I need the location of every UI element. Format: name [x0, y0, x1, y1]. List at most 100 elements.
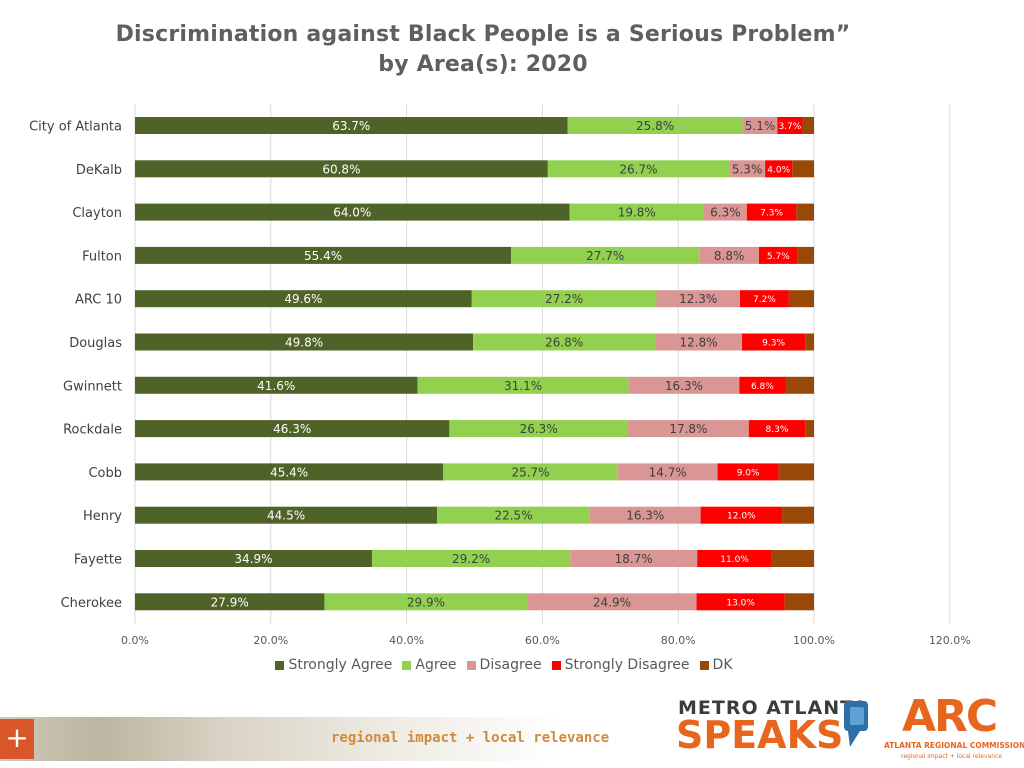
speech-bubble-icon — [844, 701, 868, 747]
data-label: 41.6% — [257, 379, 295, 393]
footer-photo-strip — [0, 717, 560, 761]
bar-segment-disagree — [742, 117, 778, 134]
data-label: 14.7% — [649, 465, 687, 479]
chart-legend: Strongly Agree Agree Disagree Strongly Disa… — [0, 657, 1008, 673]
legend-swatch — [551, 660, 561, 670]
arc-logo: ARC ATLANTA REGIONAL COMMISSION regional… — [884, 691, 1024, 763]
data-label: 60.8% — [322, 162, 360, 176]
data-label: 55.4% — [304, 249, 342, 263]
data-label: 3.7% — [778, 122, 801, 132]
x-tick-label: 40.0% — [389, 634, 424, 647]
bar-segment-strongly-agree — [135, 463, 444, 481]
bar-segment-disagree — [627, 420, 749, 438]
bar-segment-strongly-agree — [135, 420, 450, 438]
data-label: 5.1% — [745, 119, 776, 133]
bar-segment-strongly-agree — [135, 376, 418, 394]
data-label: 24.9% — [593, 595, 631, 609]
legend-item: Disagree — [466, 657, 542, 673]
legend-label: DK — [712, 657, 733, 673]
bar-segment-strongly-agree — [135, 117, 568, 134]
bar-segment-strongly-disagree — [700, 506, 783, 524]
data-label: 8.8% — [714, 249, 745, 263]
legend-swatch — [402, 660, 412, 670]
bar-segment-strongly-agree — [135, 203, 570, 221]
x-tick-label: 0.0% — [121, 634, 149, 647]
data-label: 29.2% — [452, 552, 490, 566]
logo-metro-text: METRO ATLANTA — [678, 697, 869, 719]
category-label: Douglas — [69, 336, 122, 351]
data-label: 26.7% — [619, 162, 657, 176]
data-label: 17.8% — [669, 422, 707, 436]
data-label: 27.7% — [586, 249, 624, 263]
bar-segment-agree — [569, 203, 705, 221]
bar-segment-agree — [443, 463, 618, 481]
bar-segment-strongly-agree — [135, 290, 472, 308]
bar-segment-strongly-disagree — [759, 246, 798, 264]
bar-segment-strongly-agree — [135, 506, 438, 524]
bar-segment-dk — [805, 333, 814, 351]
data-label: 46.3% — [273, 422, 311, 436]
category-label: Clayton — [72, 206, 122, 221]
chart-title-block: Discrimination against Black People is a… — [0, 20, 966, 80]
legend-label: Agree — [415, 657, 457, 673]
data-label: 9.3% — [762, 339, 785, 349]
data-label: 49.6% — [284, 292, 322, 306]
bar-segment-dk — [778, 463, 814, 481]
bar-segment-strongly-agree — [135, 160, 548, 178]
chart-title: Discrimination against Black People is a… — [115, 22, 851, 47]
category-label: Rockdale — [63, 423, 122, 438]
bar-segment-strongly-agree — [135, 593, 325, 611]
bar-segment-strongly-agree — [135, 333, 474, 351]
bar-segment-dk — [784, 593, 814, 611]
bar-segment-dk — [771, 550, 814, 567]
bar-segment-disagree — [589, 506, 701, 524]
bar-segment-disagree — [699, 246, 760, 264]
bar-segment-strongly-disagree — [696, 593, 785, 611]
legend-label: Strongly Agree — [288, 657, 393, 673]
bar-segment-disagree — [527, 593, 697, 611]
legend-label: Strongly Disagree — [564, 657, 690, 673]
bar-segment-strongly-disagree — [777, 117, 803, 134]
bar-segment-dk — [802, 117, 814, 134]
bar-segment-disagree — [656, 290, 740, 308]
data-label: 7.3% — [760, 209, 783, 219]
bar-segment-dk — [797, 246, 814, 264]
data-label: 31.1% — [504, 379, 542, 393]
data-label: 4.0% — [767, 165, 790, 175]
bar-segment-disagree — [729, 160, 766, 178]
data-label: 49.8% — [285, 336, 323, 350]
bar-segment-agree — [511, 246, 700, 264]
data-label: 16.3% — [626, 509, 664, 523]
bar-segment-agree — [471, 290, 657, 308]
category-label: City of Atlanta — [29, 120, 122, 135]
stacked-bar-chart: 0.0% 20.0% 40.0% 60.0% 80.0% 100.0% 120.0% City… — [29, 104, 971, 647]
bar-segment-disagree — [655, 333, 743, 351]
bar-segment-disagree — [570, 550, 698, 567]
x-tick-label: 100.0% — [793, 634, 835, 647]
bar-segment-dk — [788, 290, 814, 308]
bar-segment-agree — [417, 376, 629, 394]
data-label: 63.7% — [332, 119, 370, 133]
legend-item: DK — [699, 657, 733, 673]
arc-logo-tagline: regional impact + local relevance — [900, 753, 1002, 760]
category-label: Cherokee — [61, 596, 122, 611]
category-label: Fulton — [82, 249, 122, 264]
data-label: 34.9% — [234, 552, 272, 566]
x-tick-label: 20.0% — [253, 634, 288, 647]
category-label: Cobb — [88, 466, 122, 481]
data-label: 25.8% — [636, 119, 674, 133]
arc-logo-mark: ARC — [902, 691, 998, 742]
metro-atlanta-speaks-logo: METRO ATLANTA SPEAKS — [676, 697, 876, 759]
chart-subtitle: by Area(s): 2020 — [378, 52, 588, 77]
x-tick-label: 120.0% — [929, 634, 971, 647]
bar-segment-strongly-disagree — [739, 290, 789, 308]
bar-segment-agree — [547, 160, 730, 178]
data-label: 45.4% — [270, 465, 308, 479]
legend-swatch — [699, 660, 709, 670]
data-label: 6.8% — [751, 382, 774, 392]
bar-segment-strongly-disagree — [748, 420, 806, 438]
data-label: 22.5% — [494, 509, 532, 523]
legend-label: Disagree — [479, 657, 542, 673]
bar-segment-strongly-agree — [135, 550, 372, 567]
bar-segment-agree — [473, 333, 656, 351]
